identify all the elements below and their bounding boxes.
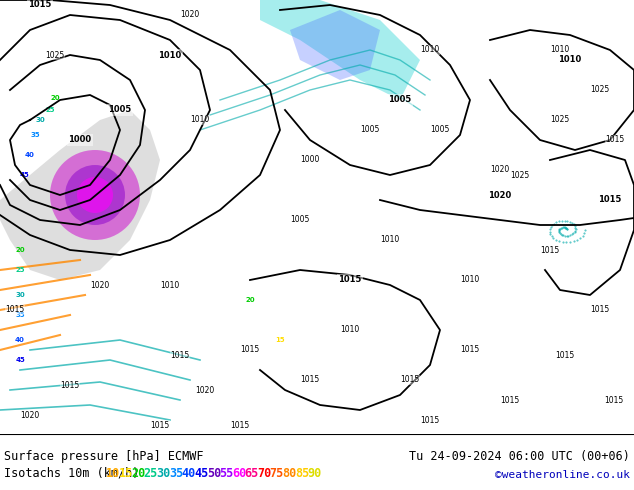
Text: 1010: 1010 (380, 236, 399, 245)
Text: 1010: 1010 (559, 55, 581, 65)
Text: 1015: 1015 (5, 305, 25, 315)
Text: 1005: 1005 (430, 125, 450, 134)
Text: Tu 24-09-2024 06:00 UTC (00+06): Tu 24-09-2024 06:00 UTC (00+06) (409, 450, 630, 463)
Text: 70: 70 (257, 467, 271, 480)
Text: 1015: 1015 (230, 420, 250, 430)
Text: 1010: 1010 (158, 50, 181, 59)
Text: 20: 20 (15, 247, 25, 253)
Text: 1005: 1005 (360, 125, 380, 134)
Text: 1020: 1020 (181, 10, 200, 20)
Text: 1025: 1025 (46, 50, 65, 59)
Text: 1000: 1000 (301, 155, 320, 165)
Circle shape (77, 177, 113, 213)
Text: 1010: 1010 (190, 116, 210, 124)
Text: 1000: 1000 (68, 136, 91, 145)
Text: 1005: 1005 (108, 105, 132, 115)
Text: 40: 40 (25, 152, 35, 158)
Text: 55: 55 (219, 467, 233, 480)
Text: ©weatheronline.co.uk: ©weatheronline.co.uk (495, 470, 630, 480)
Text: 1015: 1015 (60, 381, 80, 390)
Text: 45: 45 (20, 172, 30, 178)
Text: 30: 30 (35, 117, 45, 123)
Text: 1020: 1020 (195, 386, 215, 394)
Text: 1015: 1015 (500, 395, 520, 405)
Text: 1015: 1015 (555, 350, 574, 360)
Text: 40: 40 (15, 337, 25, 343)
Text: 15: 15 (275, 337, 285, 343)
Text: 1015: 1015 (171, 350, 190, 360)
Text: 65: 65 (245, 467, 259, 480)
Circle shape (65, 165, 125, 225)
Text: 1025: 1025 (590, 85, 610, 95)
Text: 75: 75 (269, 467, 284, 480)
Polygon shape (290, 10, 380, 80)
Text: 60: 60 (232, 467, 246, 480)
Text: 1015: 1015 (150, 420, 170, 430)
Text: Surface pressure [hPa] ECMWF: Surface pressure [hPa] ECMWF (4, 450, 204, 463)
Text: 1015: 1015 (460, 345, 480, 354)
Text: 90: 90 (307, 467, 322, 480)
Text: 50: 50 (207, 467, 221, 480)
Text: 1015: 1015 (301, 375, 320, 385)
Text: 35: 35 (15, 312, 25, 318)
Text: 1020: 1020 (490, 166, 510, 174)
Text: 30: 30 (157, 467, 171, 480)
Text: 1015: 1015 (420, 416, 439, 424)
Text: 25: 25 (45, 107, 55, 113)
Text: 35: 35 (169, 467, 183, 480)
Text: 35: 35 (30, 132, 40, 138)
Text: 1015: 1015 (540, 245, 560, 254)
Text: 30: 30 (15, 292, 25, 298)
Polygon shape (260, 0, 420, 100)
Text: 85: 85 (295, 467, 309, 480)
Text: 1010: 1010 (460, 275, 480, 285)
Text: 25: 25 (15, 267, 25, 273)
Text: 1020: 1020 (488, 191, 512, 199)
Text: 80: 80 (282, 467, 297, 480)
Text: 1020: 1020 (20, 411, 39, 419)
Text: 10: 10 (106, 467, 120, 480)
Text: 1015: 1015 (339, 275, 361, 285)
Circle shape (50, 150, 140, 240)
Text: 20: 20 (50, 95, 60, 101)
Text: 40: 40 (181, 467, 196, 480)
Text: 1015: 1015 (605, 136, 624, 145)
Text: Isotachs 10m (km/h): Isotachs 10m (km/h) (4, 467, 139, 480)
Text: 1015: 1015 (598, 196, 622, 204)
Polygon shape (0, 110, 160, 280)
Text: 1005: 1005 (290, 216, 309, 224)
Text: 45: 45 (15, 357, 25, 363)
Text: 1010: 1010 (420, 46, 439, 54)
Text: 1015: 1015 (590, 305, 610, 315)
Text: 1025: 1025 (550, 116, 569, 124)
Text: 1025: 1025 (510, 171, 529, 179)
Text: 1015: 1015 (604, 395, 624, 405)
Text: 1015: 1015 (401, 375, 420, 385)
Text: 1010: 1010 (160, 280, 179, 290)
Text: 1010: 1010 (550, 46, 569, 54)
Text: 1010: 1010 (340, 325, 359, 335)
Text: 45: 45 (194, 467, 209, 480)
Text: 1015: 1015 (29, 0, 52, 9)
Text: 1015: 1015 (240, 345, 260, 354)
Text: 20: 20 (131, 467, 145, 480)
Text: 1020: 1020 (91, 280, 110, 290)
Text: 1005: 1005 (389, 96, 411, 104)
Text: 25: 25 (144, 467, 158, 480)
Text: 20: 20 (245, 297, 255, 303)
Text: 15: 15 (119, 467, 133, 480)
